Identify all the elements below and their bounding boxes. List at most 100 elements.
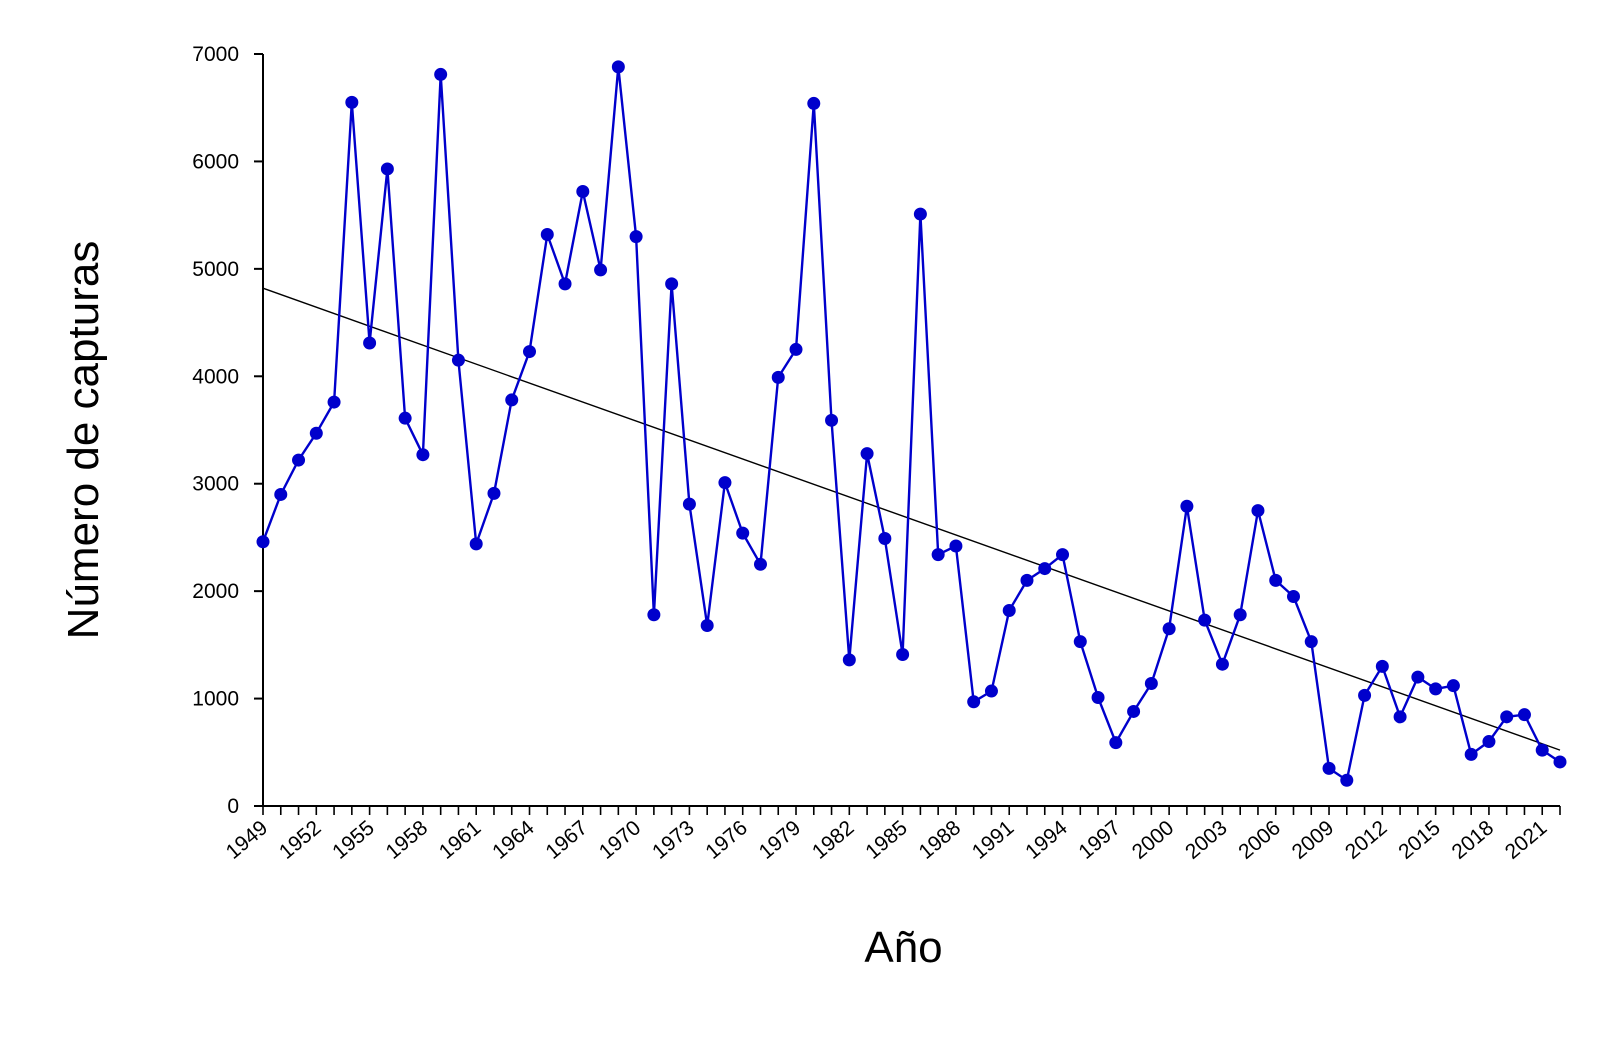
- x-tick-label: 1961: [435, 816, 486, 864]
- data-point: [1269, 573, 1283, 587]
- x-tick-label: 1991: [968, 816, 1019, 864]
- x-tick-label: 2012: [1341, 816, 1392, 864]
- x-tick-label: 1997: [1074, 816, 1125, 864]
- data-point: [1375, 659, 1389, 673]
- data-point: [1162, 622, 1176, 636]
- data-point: [1073, 635, 1087, 649]
- data-point: [274, 487, 288, 501]
- data-point: [913, 207, 927, 221]
- data-point: [576, 185, 590, 199]
- x-tick-label: 1985: [861, 816, 912, 864]
- data-point: [1038, 562, 1052, 576]
- x-tick-label: 2003: [1181, 816, 1232, 864]
- y-tick-label: 2000: [192, 580, 239, 603]
- x-tick-label: 1994: [1021, 816, 1072, 864]
- x-tick-label: 2021: [1501, 816, 1552, 864]
- data-point: [1215, 657, 1229, 671]
- data-point: [896, 648, 910, 662]
- x-tick-label: 1976: [701, 816, 752, 864]
- x-tick-label: 2018: [1448, 816, 1499, 864]
- series-line: [261, 65, 1561, 782]
- data-point: [256, 535, 270, 549]
- data-point: [611, 60, 625, 74]
- data-point: [931, 548, 945, 562]
- data-point: [1002, 603, 1016, 617]
- data-point: [682, 497, 696, 511]
- data-point: [860, 447, 874, 461]
- data-point: [718, 476, 732, 490]
- trend-line: [262, 287, 1561, 751]
- data-point: [1517, 708, 1531, 722]
- x-tick-label: 2009: [1288, 816, 1339, 864]
- data-point: [629, 230, 643, 244]
- x-tick-label: 1955: [328, 816, 379, 864]
- x-tick-label: 1982: [808, 816, 859, 864]
- data-point: [505, 393, 519, 407]
- x-tick-label: 2000: [1128, 816, 1179, 864]
- data-point: [967, 695, 981, 709]
- data-point: [363, 336, 377, 350]
- data-point: [523, 345, 537, 359]
- y-tick-label: 6000: [192, 150, 239, 173]
- x-tick-label: 1967: [541, 816, 592, 864]
- data-point: [825, 413, 839, 427]
- data-point: [1127, 704, 1141, 718]
- data-point: [309, 426, 323, 440]
- data-point: [1553, 755, 1567, 769]
- data-point: [1358, 688, 1372, 702]
- data-point: [1429, 682, 1443, 696]
- x-tick-label: 1973: [648, 816, 699, 864]
- data-point: [434, 67, 448, 81]
- data-point: [327, 395, 341, 409]
- data-point: [540, 227, 554, 241]
- data-point: [1144, 677, 1158, 691]
- data-point: [1446, 679, 1460, 693]
- x-tick-label: 1949: [222, 816, 273, 864]
- data-point: [1482, 735, 1496, 749]
- data-point: [398, 411, 412, 425]
- data-point: [1056, 548, 1070, 562]
- data-point: [700, 619, 714, 633]
- data-point: [753, 557, 767, 571]
- data-point: [878, 532, 892, 546]
- data-point: [1322, 761, 1336, 775]
- y-axis-title: Número de capturas: [59, 241, 108, 640]
- x-axis-title: Año: [864, 923, 942, 972]
- series-group: [256, 60, 1567, 787]
- data-point: [1304, 635, 1318, 649]
- data-point: [1464, 747, 1478, 761]
- y-tick-label: 5000: [192, 258, 239, 281]
- data-point: [789, 342, 803, 356]
- y-tick-label: 1000: [192, 688, 239, 711]
- data-point: [949, 539, 963, 553]
- data-point: [1393, 710, 1407, 724]
- x-tick-label: 1988: [915, 816, 966, 864]
- data-point: [1180, 499, 1194, 513]
- x-tick-label: 2006: [1234, 816, 1285, 864]
- data-point: [1411, 670, 1425, 684]
- data-point: [1340, 773, 1354, 787]
- x-tick-label: 1979: [755, 816, 806, 864]
- data-point: [1091, 690, 1105, 704]
- data-point: [984, 684, 998, 698]
- y-tick-label: 3000: [192, 473, 239, 496]
- y-tick-label: 4000: [192, 365, 239, 388]
- axes: [254, 53, 1561, 815]
- x-tick-label: 1952: [275, 816, 326, 864]
- data-point: [416, 448, 430, 462]
- data-point: [736, 526, 750, 540]
- data-point: [469, 537, 483, 551]
- data-point: [771, 370, 785, 384]
- data-point: [380, 162, 394, 176]
- trend-line-group: [262, 287, 1561, 751]
- data-point: [807, 96, 821, 110]
- data-point: [345, 95, 359, 109]
- data-point: [1500, 710, 1514, 724]
- data-point: [1251, 504, 1265, 518]
- data-point: [1109, 736, 1123, 750]
- x-tick-label: 1970: [595, 816, 646, 864]
- y-tick-label: 7000: [192, 43, 239, 66]
- data-point: [1286, 590, 1300, 604]
